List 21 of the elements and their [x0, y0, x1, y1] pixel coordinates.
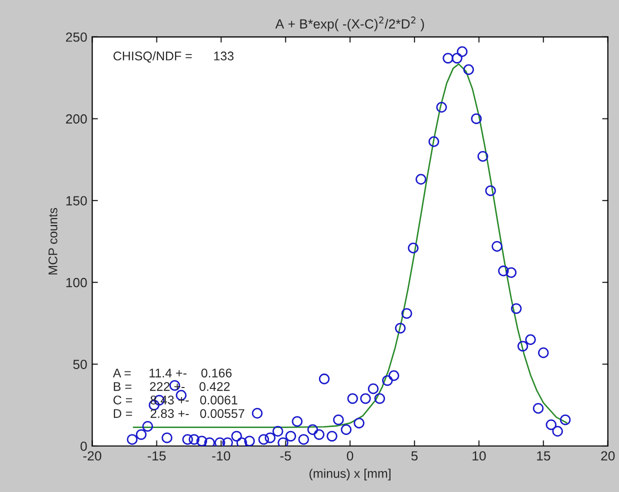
chart-title: A + B*exp( -(X-C)$^{2}$/2*D$^{2}$ )	[275, 16, 424, 32]
y-tick-label: 50	[73, 360, 87, 370]
y-tick-label: 200	[66, 114, 87, 124]
x-axis-title: (minus) x [mm]	[310, 468, 390, 480]
y-axis-title: MCP counts	[48, 208, 58, 274]
x-tick-label: -10	[212, 451, 230, 461]
x-tick-label: 20	[601, 451, 615, 461]
y-tick-label: 150	[66, 196, 87, 206]
annotation: D = 2.83 +- 0.00557	[114, 409, 244, 418]
x-tick-label: -15	[148, 451, 166, 461]
x-tick-label: 0	[346, 451, 354, 461]
y-tick-label: 100	[66, 278, 87, 288]
x-tick-label: -20	[83, 451, 102, 461]
x-tick-label: 10	[472, 451, 486, 461]
annotation: A = 11.4 +- 0.166	[112, 368, 232, 378]
y-tick-label: 0	[80, 442, 87, 451]
x-tick-label: -5	[280, 451, 291, 461]
x-tick-label: 15	[537, 451, 550, 461]
x-tick-label: 5	[411, 451, 418, 461]
annotation: CHISQ/NDF = 133	[113, 51, 234, 63]
y-tick-label: 250	[66, 32, 87, 42]
